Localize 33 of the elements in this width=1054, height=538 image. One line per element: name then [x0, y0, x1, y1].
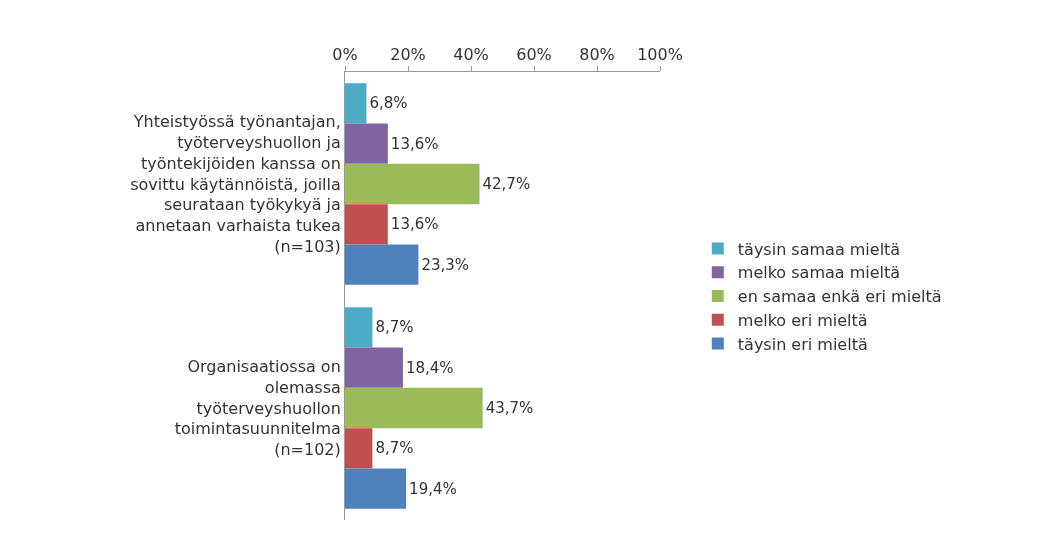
legend-label: melko samaa mieltä — [737, 263, 901, 283]
bar — [345, 307, 373, 348]
bar — [345, 204, 388, 245]
data-label: 13,6% — [390, 134, 439, 153]
data-label: 42,7% — [482, 175, 531, 193]
data-label: 6,8% — [369, 94, 408, 113]
bar — [345, 244, 419, 285]
data-label: 8,7% — [375, 318, 414, 337]
bar — [345, 347, 403, 388]
bar — [345, 83, 367, 124]
data-label: 23,3% — [421, 255, 470, 274]
y-tick-label: Organisaatiossa on olemassa työterveyshuollon toimintasuunnitelma (n=102) — [174, 357, 341, 460]
legend-label: en samaa enkä eri mieltä — [737, 287, 942, 307]
data-label: 18,4% — [405, 358, 454, 377]
bar — [345, 428, 373, 469]
legend-label: täysin eri mieltä — [737, 334, 868, 354]
x-tick-label: 0% — [332, 44, 358, 64]
x-tick-label: 60% — [516, 44, 552, 64]
legend-label: täysin samaa mieltä — [737, 239, 901, 259]
data-label: 19,4% — [409, 479, 457, 498]
x-tick-label: 20% — [390, 44, 426, 64]
bar — [345, 123, 388, 164]
y-tick-label: Yhteistyössä työnantajan, työterveyshuollon ja työntekijöiden kanssa on sovittu käytännöistä, joilla seurataan työkykyä ja annetaan varhaista tukea (n=103) — [130, 112, 341, 256]
data-label: 8,7% — [375, 439, 414, 458]
x-tick-label: 100% — [637, 44, 683, 64]
legend-label: melko eri mieltä — [737, 311, 868, 331]
bar — [345, 387, 483, 429]
data-label: 43,7% — [485, 399, 534, 417]
x-tick-label: 80% — [579, 44, 615, 64]
bar — [345, 468, 407, 509]
bar — [345, 163, 480, 205]
data-label: 13,6% — [390, 215, 439, 234]
x-tick-label: 40% — [453, 44, 489, 64]
